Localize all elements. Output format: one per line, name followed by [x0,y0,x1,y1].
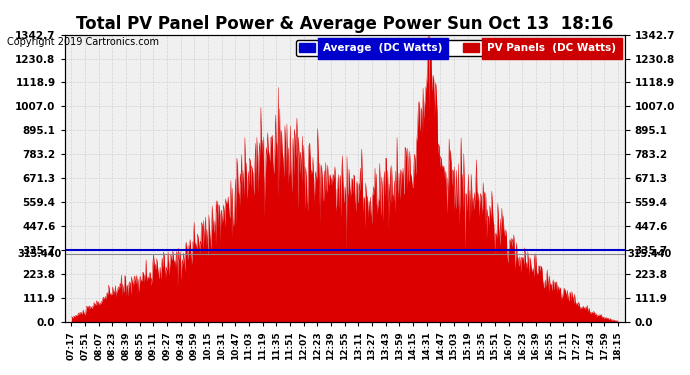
Text: 315.440: 315.440 [17,249,61,259]
Legend: Average  (DC Watts), PV Panels  (DC Watts): Average (DC Watts), PV Panels (DC Watts) [296,40,620,56]
Text: Copyright 2019 Cartronics.com: Copyright 2019 Cartronics.com [7,37,159,47]
Title: Total PV Panel Power & Average Power Sun Oct 13  18:16: Total PV Panel Power & Average Power Sun… [76,15,613,33]
Text: 315.440: 315.440 [628,249,672,259]
